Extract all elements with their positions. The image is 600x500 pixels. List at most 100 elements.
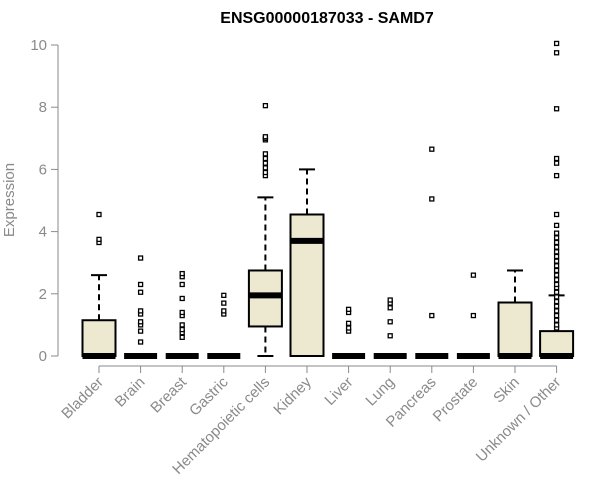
outlier-point <box>137 339 144 345</box>
y-tick-label: 4 <box>39 224 47 241</box>
box-lung <box>373 297 407 359</box>
outlier-point <box>345 320 352 326</box>
outlier-point <box>137 255 144 261</box>
y-tick-label: 2 <box>39 286 47 303</box>
y-tick-label: 10 <box>30 37 47 54</box>
outlier-point <box>553 222 560 229</box>
outlier-point <box>179 270 185 277</box>
outlier-point <box>262 102 269 109</box>
box-breast <box>165 270 199 359</box>
x-tick-label: Prostate <box>430 374 482 426</box>
outlier-point <box>137 319 144 325</box>
x-tick-label: Skin <box>490 374 523 407</box>
outlier-point <box>553 322 560 328</box>
x-tick-label: Breast <box>147 373 190 416</box>
box-liver <box>332 306 366 359</box>
outlier-point <box>553 249 560 255</box>
outlier-point <box>262 134 269 140</box>
outlier-point <box>553 155 560 162</box>
outlier-point <box>553 211 560 218</box>
outlier-point <box>553 294 560 300</box>
outlier-point <box>553 317 560 323</box>
outlier-point <box>345 306 352 313</box>
outlier-point <box>553 272 560 278</box>
outlier-point <box>262 160 269 166</box>
outlier-point <box>429 146 435 152</box>
outlier-point <box>179 281 185 288</box>
outlier-point <box>179 322 185 328</box>
outlier-point <box>262 151 269 157</box>
box-gastric <box>207 292 241 359</box>
outlier-point <box>553 277 560 283</box>
outlier-point <box>137 328 144 334</box>
outlier-point <box>179 334 185 340</box>
x-tick-label: Lung <box>362 374 398 410</box>
outlier-point <box>262 165 269 171</box>
outlier-point <box>345 325 352 331</box>
box-unknown-other <box>539 40 575 359</box>
box-prostate <box>456 272 490 359</box>
x-tick-label: Bladder <box>58 374 107 423</box>
y-tick-label: 6 <box>39 161 47 178</box>
outlier-point <box>429 196 435 202</box>
outlier-point <box>221 292 227 299</box>
outlier-point <box>221 300 227 306</box>
outlier-point <box>387 305 393 311</box>
outlier-point <box>553 172 560 179</box>
outlier-point <box>387 319 393 325</box>
box-brain <box>124 255 158 359</box>
outlier-point <box>553 267 560 274</box>
outlier-point <box>179 295 185 302</box>
iqr-box <box>497 301 533 357</box>
box-bladder <box>81 211 117 359</box>
outlier-point <box>470 272 477 278</box>
outlier-point <box>553 263 560 269</box>
outlier-point <box>96 236 102 243</box>
outlier-point <box>553 50 560 56</box>
x-tick-label: Kidney <box>270 373 315 418</box>
outlier-point <box>137 281 144 288</box>
outlier-point <box>553 281 560 288</box>
x-tick-label: Liver <box>321 374 356 409</box>
iqr-box <box>81 319 117 357</box>
iqr-box <box>289 213 325 357</box>
outlier-point <box>553 106 560 112</box>
outlier-point <box>553 235 560 241</box>
box-hematopoietic-cells <box>247 102 283 357</box>
outlier-point <box>553 160 560 166</box>
outlier-point <box>387 333 393 339</box>
box-skin <box>497 269 533 359</box>
box-kidney <box>289 168 325 357</box>
outlier-point <box>553 303 560 309</box>
outlier-point <box>553 239 560 246</box>
outlier-point <box>429 312 435 319</box>
iqr-box <box>539 330 575 357</box>
outlier-point <box>553 308 560 314</box>
outlier-point <box>553 298 560 305</box>
boxes-group <box>81 40 575 359</box>
outlier-point <box>553 230 560 236</box>
outlier-point <box>553 40 560 47</box>
outlier-point <box>553 244 560 250</box>
outlier-point <box>137 308 144 314</box>
outlier-point <box>221 308 227 314</box>
chart-title: ENSG00000187033 - SAMD7 <box>220 10 434 27</box>
iqr-box <box>247 269 283 328</box>
y-axis-label: Expression <box>1 163 18 237</box>
outlier-point <box>553 253 560 260</box>
y-tick-label: 0 <box>39 348 47 365</box>
x-tick-label: Brain <box>112 374 149 411</box>
outlier-point <box>262 169 269 176</box>
outlier-point <box>553 258 560 264</box>
outlier-point <box>553 289 560 295</box>
outlier-point <box>470 312 477 319</box>
y-tick-label: 8 <box>39 99 47 116</box>
outlier-point <box>262 155 269 162</box>
y-axis: 0 2 4 6 8 10 <box>30 37 59 365</box>
outlier-point <box>553 312 560 319</box>
outlier-point <box>137 289 144 295</box>
outlier-point <box>387 297 393 303</box>
outlier-point <box>179 326 185 333</box>
